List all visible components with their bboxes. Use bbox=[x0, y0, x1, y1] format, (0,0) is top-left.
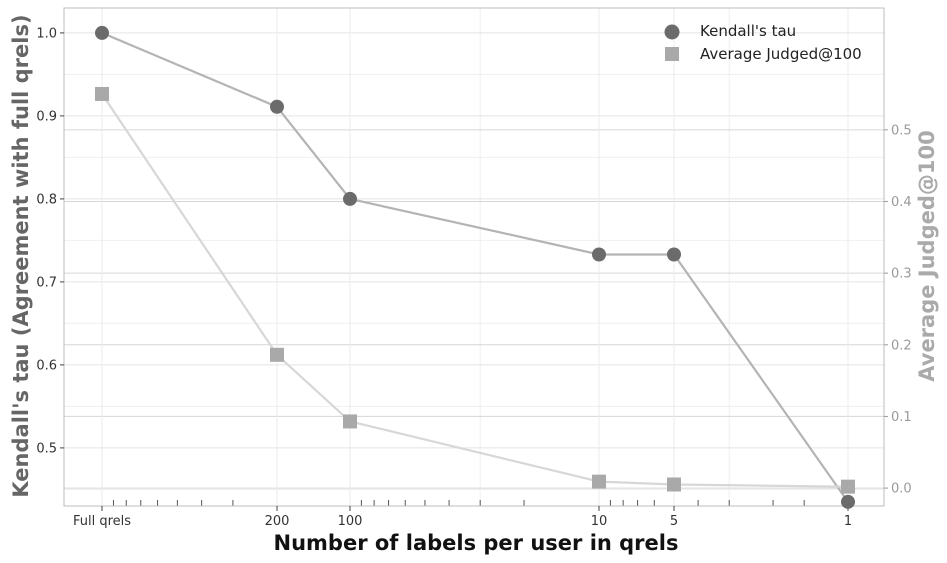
series-markers bbox=[95, 25, 855, 509]
point-kendall-s-tau bbox=[343, 191, 357, 206]
y-left-tick-label: 0.7 bbox=[36, 275, 57, 290]
point-kendall-s-tau bbox=[270, 99, 284, 114]
y-left-tick-label: 1.0 bbox=[36, 26, 57, 41]
y-right-tick-label: 0.0 bbox=[891, 482, 912, 497]
x-tick-label: 100 bbox=[338, 514, 363, 529]
y-left-tick-label: 0.8 bbox=[36, 192, 57, 207]
point-kendall-s-tau bbox=[95, 25, 109, 40]
point-average-judged-100 bbox=[592, 474, 606, 489]
minor-gridlines bbox=[64, 8, 884, 506]
legend-marker-average-judged bbox=[665, 47, 679, 61]
major-gridlines bbox=[64, 8, 884, 506]
y-left-ticks: 0.5 0.6 0.7 0.8 0.9 1.0 bbox=[36, 26, 64, 456]
series-line-average-judged-100 bbox=[101, 93, 849, 488]
x-tick-label: Full qrels bbox=[73, 514, 131, 529]
y-right-tick-label: 0.3 bbox=[891, 267, 912, 282]
legend-marker-kendalls-tau bbox=[664, 24, 680, 40]
y-right-tick-label: 0.4 bbox=[891, 195, 912, 210]
y-right-tick-label: 0.5 bbox=[891, 123, 912, 138]
point-kendall-s-tau bbox=[667, 247, 681, 262]
y-left-tick-label: 0.5 bbox=[36, 441, 57, 456]
y-right-axis-title: Average Judged@100 bbox=[915, 130, 939, 382]
point-average-judged-100 bbox=[95, 86, 109, 101]
x-tick-label: 1 bbox=[844, 514, 852, 529]
point-kendall-s-tau bbox=[841, 494, 855, 509]
legend-label-average-judged: Average Judged@100 bbox=[700, 45, 862, 63]
series-line-kendall-s-tau bbox=[101, 31, 849, 503]
series-lines bbox=[101, 31, 849, 503]
x-tick-label: 5 bbox=[670, 514, 678, 529]
y-left-tick-label: 0.6 bbox=[36, 358, 57, 373]
x-axis-ticks: Full qrels 200 100 10 5 1 bbox=[73, 506, 852, 529]
point-average-judged-100 bbox=[270, 347, 284, 362]
plot-panel-border bbox=[63, 7, 885, 507]
x-axis-title: Number of labels per user in qrels bbox=[274, 531, 679, 555]
x-axis-minor-ticks bbox=[112, 500, 849, 506]
point-average-judged-100 bbox=[343, 414, 357, 429]
point-kendall-s-tau bbox=[592, 247, 606, 262]
x-tick-label: 10 bbox=[591, 514, 608, 529]
x-tick-label: 200 bbox=[265, 514, 290, 529]
y-right-tick-label: 0.1 bbox=[891, 410, 912, 425]
legend-label-kendalls-tau: Kendall's tau bbox=[700, 22, 796, 40]
point-average-judged-100 bbox=[667, 477, 681, 492]
y-right-tick-label: 0.2 bbox=[891, 338, 912, 353]
point-average-judged-100 bbox=[841, 479, 855, 494]
y-left-axis-title: Kendall's tau (Agreement with full qrels… bbox=[9, 14, 33, 497]
legend: Kendall's tau Average Judged@100 bbox=[664, 22, 862, 63]
y-left-tick-label: 0.9 bbox=[36, 109, 57, 124]
y-right-ticks: 0.0 0.1 0.2 0.3 0.4 0.5 bbox=[884, 123, 912, 497]
